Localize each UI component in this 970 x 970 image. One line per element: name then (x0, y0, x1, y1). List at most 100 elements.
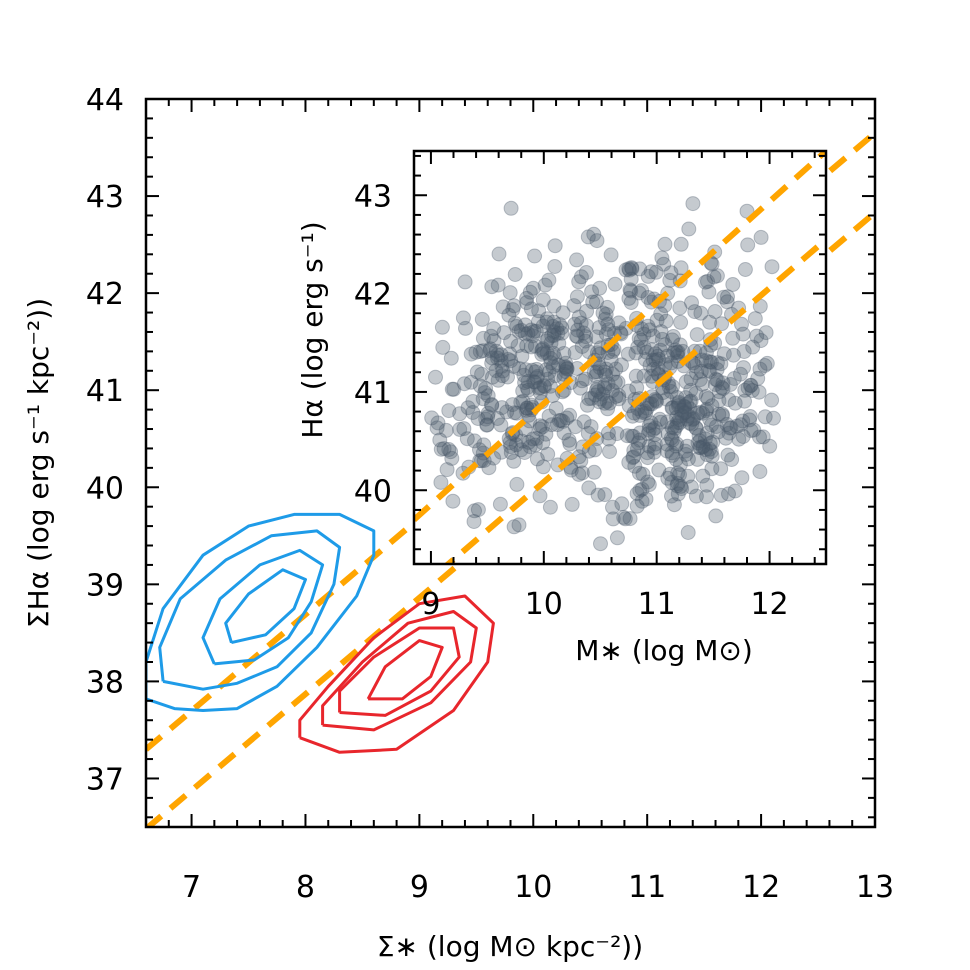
inset-scatter-point (691, 440, 707, 455)
inset-scatter-point (680, 468, 696, 484)
inset-scatter-point (737, 382, 753, 398)
inset-scatter-point (667, 420, 683, 436)
inset-scatter-point (678, 374, 694, 390)
inset-scatter-point (648, 264, 664, 280)
inset-scatter-point (723, 420, 739, 436)
inset-scatter-point (526, 324, 542, 339)
inset-scatter-point (541, 272, 557, 288)
inset-scatter-point (677, 399, 693, 415)
inset-scatter-point (480, 409, 496, 425)
inset-scatter-point (439, 462, 455, 478)
inset-scatter-point (539, 314, 555, 330)
inset-scatter-point (444, 381, 460, 397)
inset-scatter-point (626, 449, 642, 465)
inset-scatter-point (762, 438, 778, 454)
inset-scatter-point (660, 426, 676, 442)
inset-scatter-point (645, 328, 661, 344)
inset-scatter-point (549, 321, 565, 337)
inset-scatter-point (492, 496, 508, 512)
inset-scatter-point (601, 431, 617, 447)
inset-dashed-line-1 (443, 237, 826, 564)
inset-scatter-point (634, 404, 650, 420)
inset-scatter-point (743, 378, 758, 393)
inset-scatter-point (503, 333, 519, 349)
inset-scatter-point (545, 388, 561, 404)
inset-scatter-point (621, 261, 637, 277)
inset-scatter-point (671, 396, 687, 412)
inset-scatter-point (484, 397, 500, 413)
inset-scatter-point (715, 381, 731, 397)
inset-scatter-point (527, 338, 543, 354)
inset-scatter-point (670, 415, 686, 430)
inset-scatter-point (494, 368, 510, 384)
inset-scatter-point (638, 405, 654, 421)
inset-scatter-point (588, 368, 604, 384)
inset-scatter-point (446, 381, 462, 397)
inset-scatter-point (469, 364, 485, 380)
inset-scatter-point (600, 316, 616, 332)
inset-scatter-point (480, 405, 496, 421)
inset-scatter-point (486, 321, 502, 337)
inset-scatter-point (644, 342, 660, 358)
main-contour-2-2 (201, 548, 325, 666)
inset-scatter-layer (424, 196, 781, 552)
inset-scatter-point (672, 457, 688, 472)
inset-scatter-point (490, 277, 506, 293)
inset-scatter-point (441, 442, 457, 457)
inset-scatter-point (755, 429, 771, 445)
inset-scatter-point (632, 425, 648, 441)
inset-scatter-point (475, 330, 491, 346)
inset-scatter-point (589, 382, 604, 398)
inset-scatter-point (706, 269, 722, 285)
inset-scatter-point (568, 328, 584, 344)
inset-scatter-point (515, 393, 531, 409)
inset-scatter-point (591, 394, 607, 410)
inset-scatter-point (473, 453, 489, 469)
inset-scatter-point (642, 357, 658, 373)
inset-scatter-point (733, 417, 749, 433)
main-x-tick-label: 10 (514, 870, 552, 905)
inset-scatter-point (517, 445, 533, 460)
inset-x-tick-label: 12 (750, 587, 788, 622)
inset-scatter-point (597, 487, 613, 503)
inset-scatter-point (648, 352, 664, 368)
inset-scatter-point (491, 246, 507, 262)
inset-scatter-point (659, 436, 675, 452)
inset-scatter-point (720, 447, 736, 463)
inset-scatter-point (751, 384, 767, 400)
inset-scatter-point (630, 435, 646, 451)
inset-scatter-point (495, 363, 511, 379)
inset-scatter-point (688, 488, 704, 504)
inset-scatter-point (551, 335, 567, 351)
inset-scatter-point (602, 444, 617, 459)
inset-scatter-point (574, 339, 590, 354)
inset-scatter-point (543, 355, 559, 371)
inset-scatter-point (694, 376, 710, 392)
inset-scatter-point (576, 414, 592, 430)
inset-scatter-point (554, 325, 570, 341)
inset-scatter-point (609, 530, 625, 546)
inset-scatter-point (430, 415, 446, 431)
inset-scatter-point (552, 413, 567, 428)
inset-scatter-point (674, 408, 690, 424)
inset-scatter-point (711, 393, 727, 409)
inset-scatter-point (603, 247, 619, 263)
inset-scatter-point (622, 282, 638, 298)
inset-scatter-point (695, 468, 711, 484)
inset-scatter-point (607, 276, 623, 292)
inset-scatter-point (724, 452, 740, 467)
inset-scatter-point (638, 491, 654, 507)
inset-scatter-point (614, 496, 630, 512)
inset-scatter-point (424, 410, 440, 426)
inset-scatter-point (577, 371, 593, 387)
inset-scatter-point (503, 445, 519, 460)
inset-scatter-point (547, 259, 563, 274)
inset-scatter-point (675, 343, 691, 359)
inset-scatter-point (644, 396, 660, 412)
inset-series-layer (414, 151, 826, 564)
inset-scatter-point (432, 432, 448, 448)
inset-ticks (414, 151, 826, 564)
inset-scatter-point (626, 428, 641, 444)
inset-scatter-point (698, 442, 713, 458)
inset-scatter-point (511, 361, 527, 377)
